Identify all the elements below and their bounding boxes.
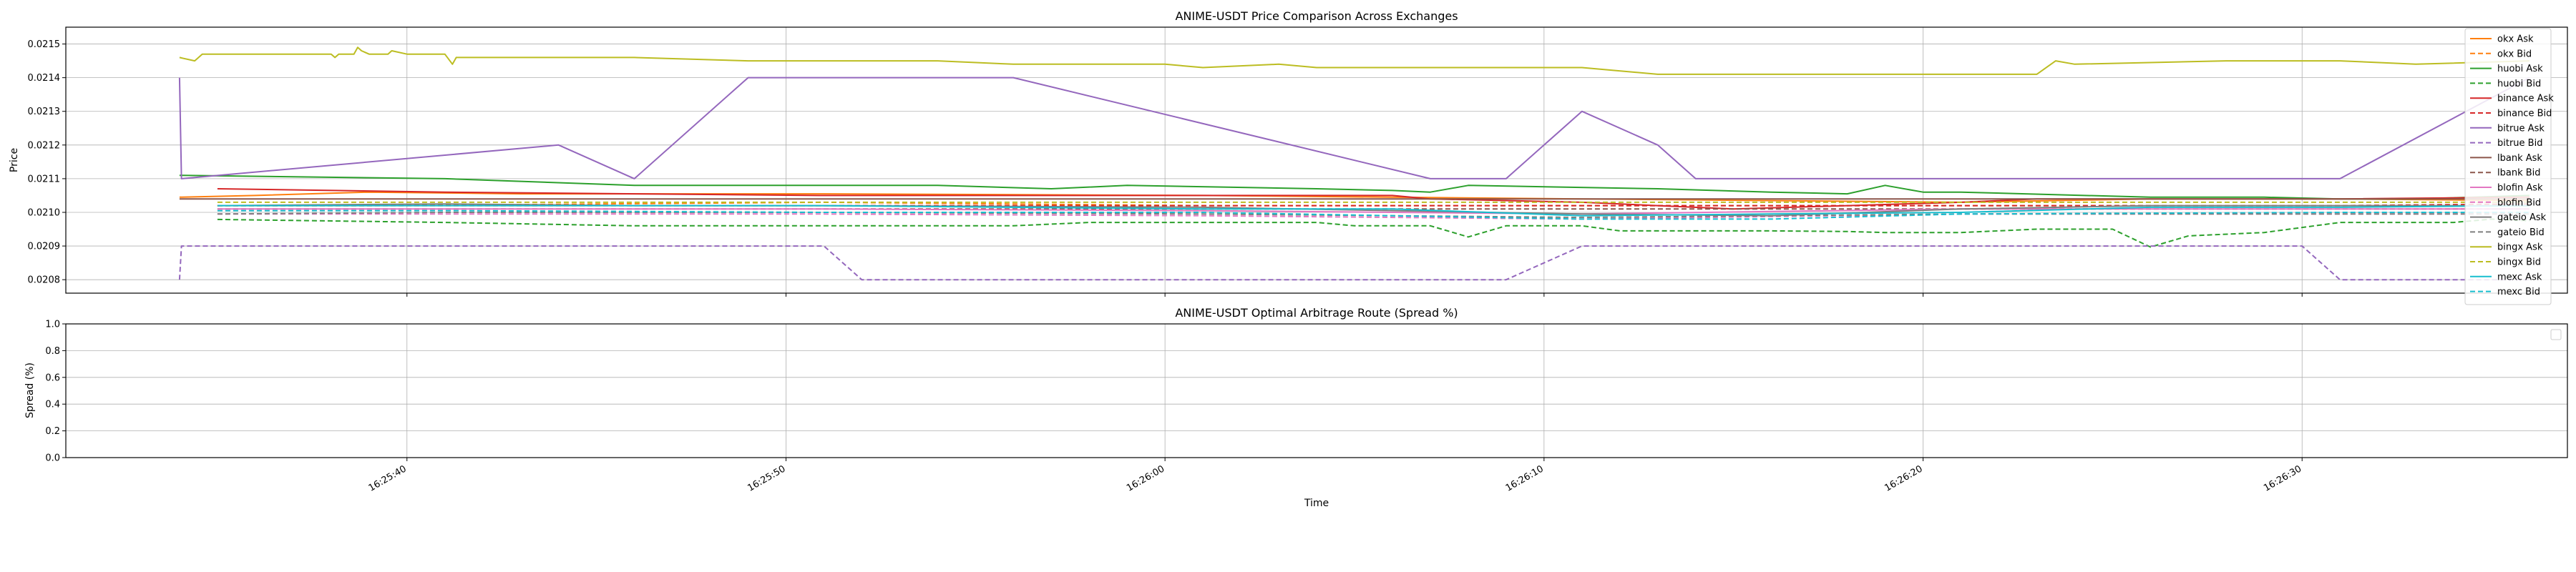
spread-y-axis-label: Spread (%) [24, 363, 36, 418]
spread-y-tick-label: 0.4 [45, 400, 60, 410]
legend-label: huobi Bid [2497, 79, 2541, 89]
series-line-mexc-bid [217, 209, 2529, 220]
legend-label: blofin Bid [2497, 197, 2541, 208]
legend-label: okx Bid [2497, 49, 2532, 59]
legend-label: lbank Bid [2497, 168, 2541, 179]
legend-label: bitrue Ask [2497, 123, 2545, 134]
price-y-ticks: 0.0208 0.0209 0.0210 0.0211 0.0212 0.0213 0.02… [28, 39, 66, 286]
price-y-tick-label: 0.0214 [28, 73, 61, 84]
legend-label: gateio Bid [2497, 227, 2545, 238]
price-axes-frame [65, 26, 2568, 294]
price-y-axis-label: Price [9, 148, 20, 172]
price-y-tick-label: 0.0210 [28, 207, 61, 218]
series-line-huobi-bid [217, 218, 2530, 248]
price-y-tick-label: 0.0208 [28, 275, 61, 286]
price-y-tick-label: 0.0213 [28, 107, 61, 117]
legend: okx Ask okx Bid huobi Ask huobi Bid binance … [2464, 28, 2554, 305]
price-chart-title: ANIME-USDT Price Comparison Across Excha… [1175, 9, 1458, 23]
series-line-bitrue-ask [178, 77, 2530, 179]
series-line-blofin-ask [217, 208, 2529, 215]
empty-legend-box [2550, 329, 2562, 340]
legend-label: binance Bid [2497, 109, 2552, 119]
legend-label: huobi Ask [2497, 64, 2543, 74]
price-x-ticks [406, 293, 2303, 297]
legend-label: mexc Ask [2497, 272, 2542, 282]
price-y-tick-label: 0.0215 [28, 39, 61, 50]
price-y-tick-label: 0.0209 [28, 242, 61, 252]
legend-label: binance Ask [2497, 94, 2554, 104]
spread-y-tick-label: 0.0 [45, 453, 60, 464]
spread-axes-frame [65, 323, 2568, 458]
spread-chart-title: ANIME-USDT Optimal Arbitrage Route (Spre… [1175, 306, 1458, 320]
price-y-tick-label: 0.0211 [28, 174, 61, 184]
legend-label: blofin Ask [2497, 183, 2543, 194]
spread-y-tick-label: 0.2 [45, 426, 60, 437]
series-line-bingx-ask [179, 46, 2530, 75]
legend-label: lbank Ask [2497, 153, 2542, 164]
spread-y-tick-label: 1.0 [45, 320, 60, 330]
price-y-tick-label: 0.0212 [28, 140, 61, 151]
spread-y-ticks: 0.0 0.2 0.4 0.6 0.8 1.0 [45, 320, 66, 464]
series-line-blofin-bid [217, 213, 2529, 220]
legend-label: mexc Bid [2497, 287, 2540, 297]
spread-y-tick-label: 0.8 [45, 346, 60, 357]
series-line-bitrue-bid [178, 245, 2529, 281]
legend-label: okx Ask [2497, 34, 2534, 45]
price-series [178, 46, 2530, 281]
x-axis-label: Time [1304, 498, 1329, 509]
spread-y-tick-label: 0.6 [45, 373, 60, 383]
legend-label: gateio Ask [2497, 212, 2547, 223]
series-line-mexc-ask [217, 204, 2530, 217]
series-line-huobi-ask [179, 174, 2530, 200]
legend-label: bitrue Bid [2497, 138, 2542, 149]
price-comparison-chart: 0.0208 0.0209 0.0210 0.0211 0.0212 0.0213 0.02… [9, 9, 2568, 305]
legend-label: bingx Bid [2497, 257, 2541, 268]
series-line-binance-bid [217, 203, 2530, 207]
legend-label: bingx Ask [2497, 242, 2543, 253]
